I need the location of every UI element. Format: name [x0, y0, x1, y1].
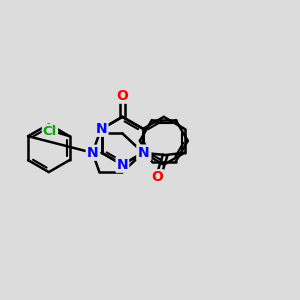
Text: Cl: Cl: [43, 124, 57, 137]
Text: N: N: [117, 158, 128, 172]
Text: O: O: [151, 170, 163, 184]
Text: N: N: [96, 122, 107, 136]
Text: S: S: [140, 146, 150, 160]
Text: N: N: [137, 146, 149, 160]
Text: O: O: [116, 89, 128, 103]
Text: N: N: [87, 146, 98, 160]
